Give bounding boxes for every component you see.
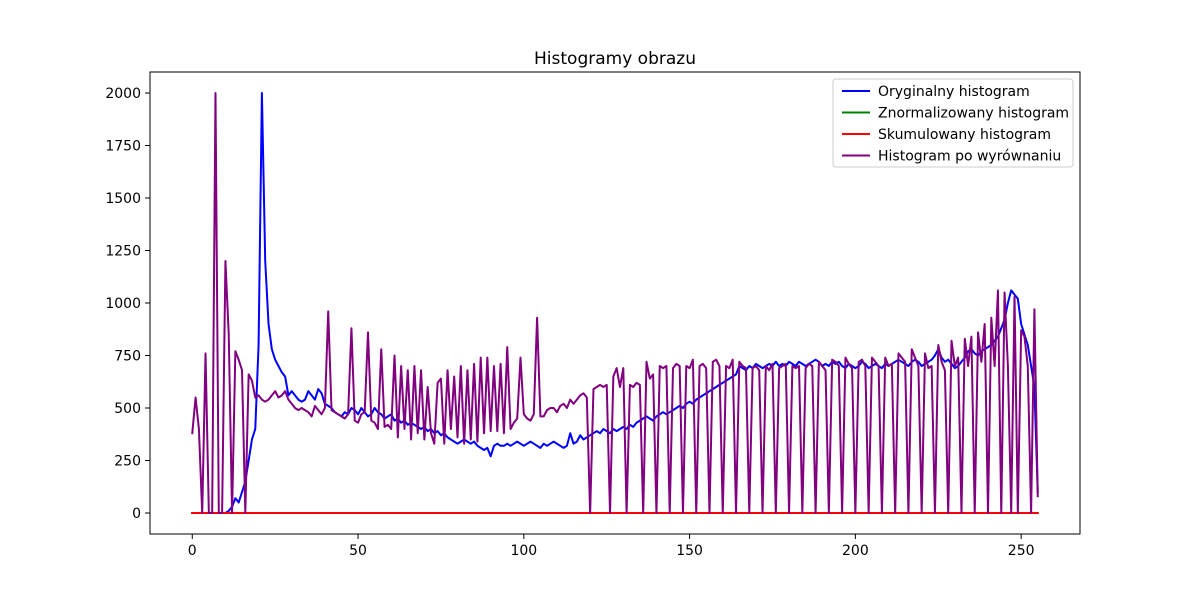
x-tick-label: 50: [349, 543, 367, 559]
y-tick-label: 1750: [105, 139, 141, 155]
y-tick-label: 750: [114, 349, 141, 365]
legend: Oryginalny histogram Znormalizowany histo…: [832, 78, 1074, 168]
x-tick-label: 200: [842, 543, 869, 559]
series-line-0: [191, 92, 1039, 514]
y-tick-label: 1000: [105, 296, 141, 312]
legend-label-2: Skumulowany histogram: [878, 127, 1051, 143]
y-tick-label: 1250: [105, 244, 141, 260]
y-tick-label: 0: [132, 506, 141, 522]
legend-label-1: Znormalizowany histogram: [878, 106, 1069, 122]
legend-label-3: Histogram po wyrównaniu: [878, 149, 1061, 165]
x-tick-label: 100: [510, 543, 537, 559]
chart-title: Histogramy obrazu: [534, 49, 696, 69]
x-tick-label: 150: [676, 543, 703, 559]
y-tick-label: 250: [114, 454, 141, 470]
series-layer: [191, 92, 1039, 514]
x-tick-label: 250: [1008, 543, 1035, 559]
y-tick-label: 1500: [105, 191, 141, 207]
legend-label-0: Oryginalny histogram: [878, 84, 1030, 100]
series-line-3: [191, 92, 1039, 514]
y-tick-label: 2000: [105, 86, 141, 102]
axis-layer: 0 50 100 150 200 250 0 250 500 750 1000 1250 1500 175…: [105, 86, 1034, 559]
x-tick-label: 0: [188, 543, 197, 559]
y-tick-label: 500: [114, 401, 141, 417]
legend-box: [832, 78, 1074, 168]
